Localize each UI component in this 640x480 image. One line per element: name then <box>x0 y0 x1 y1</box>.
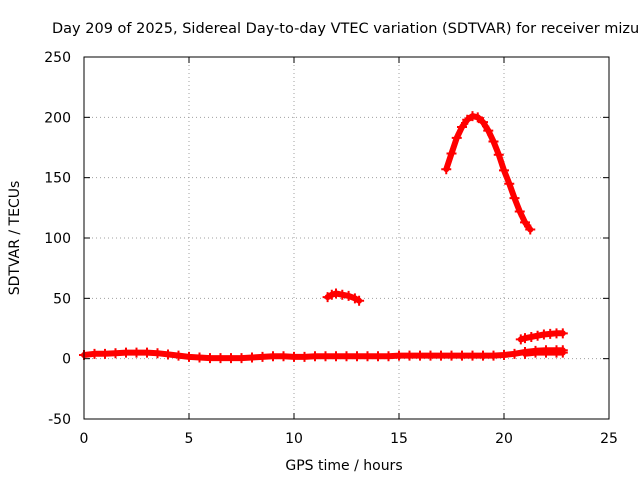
data-point <box>451 132 462 143</box>
series-layer <box>79 111 568 364</box>
data-point <box>509 193 520 204</box>
y-tick-label: 100 <box>44 231 71 247</box>
data-point <box>184 351 194 362</box>
data-point <box>331 288 341 299</box>
y-axis-label: SDTVAR / TECUs <box>7 181 23 296</box>
tick-layer: 0 5 10 15 20 25 -50 0 50 100 150 200 250 <box>44 50 618 447</box>
data-point <box>247 352 257 363</box>
data-point <box>320 351 331 362</box>
data-point <box>337 289 348 300</box>
y-tick-label: 150 <box>44 171 71 187</box>
data-point <box>457 121 467 132</box>
data-point <box>557 347 568 358</box>
data-point <box>100 348 110 359</box>
data-point <box>541 347 551 358</box>
data-point <box>446 148 457 159</box>
data-point <box>467 350 478 361</box>
data-point <box>215 353 226 364</box>
x-tick-label: 5 <box>185 431 194 447</box>
x-tick-label: 0 <box>80 431 89 447</box>
grid-layer <box>84 57 609 419</box>
data-point <box>441 164 452 175</box>
data-point <box>289 351 299 362</box>
data-point <box>152 348 163 359</box>
data-point <box>483 125 494 136</box>
y-tick-label: 0 <box>62 352 71 368</box>
data-point <box>163 349 173 360</box>
data-point <box>205 353 215 364</box>
data-point <box>257 351 268 362</box>
data-point <box>362 351 373 362</box>
data-point <box>532 330 543 341</box>
chart-title: Day 209 of 2025, Sidereal Day-to-day VTE… <box>52 21 639 37</box>
data-point <box>436 350 446 361</box>
data-point <box>110 348 121 359</box>
data-point <box>131 347 142 358</box>
series-main-baseline <box>79 345 568 364</box>
data-point <box>268 351 278 362</box>
data-point <box>173 350 184 361</box>
data-point <box>373 351 383 362</box>
data-point <box>446 350 457 361</box>
data-point <box>499 165 509 176</box>
data-point <box>352 351 362 362</box>
y-tick-label: 250 <box>44 50 71 66</box>
data-point <box>142 347 152 358</box>
data-point <box>415 350 425 361</box>
data-point <box>383 351 394 362</box>
data-point <box>354 295 365 306</box>
data-point <box>425 350 436 361</box>
data-point <box>525 224 536 235</box>
data-point <box>499 350 509 361</box>
data-point <box>343 290 354 301</box>
data-point <box>530 347 541 358</box>
data-point <box>331 351 341 362</box>
data-point <box>488 136 499 147</box>
data-point <box>89 348 100 359</box>
data-point <box>278 351 289 362</box>
x-tick-label: 20 <box>495 431 513 447</box>
data-point <box>299 351 310 362</box>
x-axis-label: GPS time / hours <box>285 458 402 474</box>
data-point <box>520 348 530 359</box>
data-point <box>121 347 131 358</box>
data-point <box>310 351 320 362</box>
data-point <box>488 350 499 361</box>
data-point <box>467 111 478 122</box>
x-tick-label: 10 <box>285 431 303 447</box>
y-tick-label: 200 <box>44 110 71 126</box>
data-point <box>520 217 530 228</box>
series-secondary-low <box>520 347 568 359</box>
series-arc-a <box>322 288 365 306</box>
data-point <box>526 331 537 342</box>
series-arc-b <box>441 111 536 235</box>
data-point <box>557 328 568 339</box>
data-point <box>194 352 205 363</box>
data-point <box>457 350 467 361</box>
plot-border <box>83 56 610 420</box>
data-point <box>404 350 415 361</box>
data-point <box>520 333 530 344</box>
data-point <box>478 117 488 128</box>
data-point <box>394 350 404 361</box>
data-point <box>478 350 488 361</box>
x-tick-label: 15 <box>390 431 408 447</box>
data-point <box>504 178 515 189</box>
data-point <box>236 353 247 364</box>
series-arc-c <box>515 328 568 345</box>
data-point <box>472 112 483 123</box>
data-point <box>509 348 520 359</box>
x-tick-label: 25 <box>600 431 618 447</box>
y-tick-label: -50 <box>48 412 71 428</box>
data-point <box>462 114 473 125</box>
data-point <box>514 206 525 217</box>
data-point <box>493 149 504 160</box>
data-point <box>341 351 352 362</box>
y-tick-label: 50 <box>53 291 71 307</box>
data-point <box>226 353 236 364</box>
